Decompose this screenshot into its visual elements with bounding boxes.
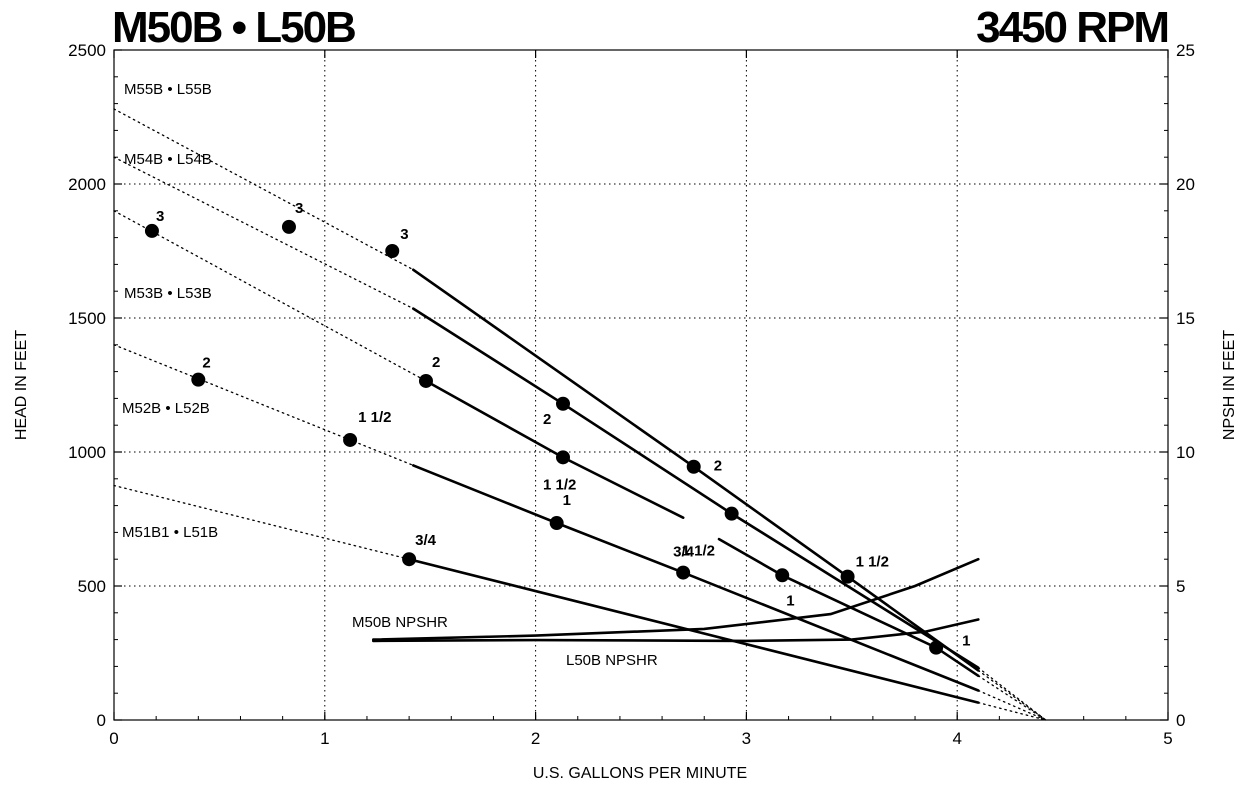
horsepower-label: 2 bbox=[543, 411, 551, 428]
horsepower-point bbox=[343, 432, 358, 447]
horsepower-point bbox=[556, 450, 571, 465]
horsepower-label: 1 1/2 bbox=[856, 554, 889, 571]
horsepower-label: 1 1/2 bbox=[543, 476, 576, 493]
curve-dotted-extension bbox=[113, 210, 427, 382]
horsepower-label: 1 bbox=[563, 492, 571, 509]
y-tick-label: 2000 bbox=[68, 175, 106, 194]
horsepower-point bbox=[418, 373, 433, 388]
horsepower-point bbox=[686, 459, 701, 474]
horsepower-point bbox=[402, 552, 417, 567]
curve-labels: M55B • L55B 3 2 1 1/2 M54B • L54B 3 2 1 1/2 M53B… bbox=[122, 81, 970, 669]
curve-name-label: M54B • L54B bbox=[124, 151, 212, 168]
curve-solid-line bbox=[407, 557, 980, 704]
horsepower-point bbox=[144, 223, 159, 238]
horsepower-label: 3/4 bbox=[673, 544, 695, 561]
curve-dotted-extension bbox=[113, 156, 414, 310]
curve-name-label: M51B1 • L51B bbox=[122, 524, 218, 541]
curve-dotted-tail bbox=[977, 701, 1047, 721]
curve-dotted-extension bbox=[113, 108, 414, 271]
horsepower-label: 2 bbox=[202, 355, 210, 372]
horsepower-point bbox=[191, 372, 206, 387]
curve-solid-line bbox=[411, 268, 980, 672]
horsepower-label: 3 bbox=[295, 200, 303, 217]
x-tick-label: 3 bbox=[742, 729, 751, 748]
npshr-curve bbox=[371, 557, 980, 641]
curve-dotted-extension bbox=[113, 484, 410, 560]
y2-tick-label: 25 bbox=[1176, 41, 1195, 60]
horsepower-label: 1 bbox=[786, 592, 794, 609]
x-tick-label: 4 bbox=[952, 729, 961, 748]
y-tick-label: 0 bbox=[97, 711, 106, 730]
horsepower-label: 3 bbox=[156, 208, 164, 225]
curve-name-label: M50B NPSHR bbox=[352, 614, 448, 631]
curve-dotted-extension bbox=[113, 344, 414, 467]
y-axis-label: HEAD IN FEET bbox=[13, 330, 30, 440]
curve-dotted-tail bbox=[977, 675, 1047, 721]
horsepower-label: 3/4 bbox=[415, 532, 437, 549]
horsepower-point bbox=[281, 219, 296, 234]
y-tick-label: 1500 bbox=[68, 309, 106, 328]
plot-frame bbox=[113, 49, 1169, 721]
curve-solid-line bbox=[411, 307, 980, 670]
y-tick-label: 500 bbox=[78, 577, 106, 596]
curve-dotted-tail bbox=[977, 667, 1047, 721]
curve-name-label: L50B NPSHR bbox=[566, 652, 658, 669]
x-axis-label: U.S. GALLONS PER MINUTE bbox=[533, 765, 747, 782]
curve-name-label: M53B • L53B bbox=[124, 285, 212, 302]
x-tick-label: 1 bbox=[320, 729, 329, 748]
x-tick-label: 2 bbox=[531, 729, 540, 748]
horsepower-point bbox=[775, 568, 790, 583]
horsepower-label: 1 1/2 bbox=[682, 543, 715, 560]
y2-tick-label: 15 bbox=[1176, 309, 1195, 328]
horsepower-point bbox=[549, 516, 564, 531]
curve-name-label: M55B • L55B bbox=[124, 81, 212, 98]
y-tick-label: 1000 bbox=[68, 443, 106, 462]
horsepower-point bbox=[556, 396, 571, 411]
horsepower-point bbox=[840, 569, 855, 584]
curve-solid-line bbox=[424, 379, 685, 520]
npshr-curve bbox=[371, 618, 980, 643]
horsepower-point bbox=[385, 244, 400, 258]
horsepower-label: 1 bbox=[962, 633, 970, 650]
horsepower-label: 3 bbox=[400, 226, 408, 243]
curve-solid-line bbox=[717, 537, 980, 678]
x-tick-label: 0 bbox=[109, 729, 118, 748]
chart-title-right: 3450 RPM bbox=[976, 3, 1168, 52]
curve-name-label: M52B • L52B bbox=[122, 400, 210, 417]
horsepower-label: 1 1/2 bbox=[358, 409, 391, 426]
horsepower-point bbox=[929, 640, 944, 655]
x-tick-label: 5 bbox=[1163, 729, 1172, 748]
y2-tick-label: 0 bbox=[1176, 711, 1185, 730]
y-tick-label: 2500 bbox=[68, 41, 106, 60]
curve-solid-line bbox=[411, 464, 980, 692]
y2-tick-label: 20 bbox=[1176, 175, 1195, 194]
chart-title-left: M50B • L50B bbox=[112, 3, 355, 52]
horsepower-label: 2 bbox=[432, 354, 440, 371]
grid-lines bbox=[113, 49, 1169, 721]
curve-dotted-tail bbox=[977, 689, 1047, 721]
horsepower-label: 2 bbox=[714, 458, 722, 475]
y2-tick-label: 5 bbox=[1176, 577, 1185, 596]
y2-axis-label: NPSH IN FEET bbox=[1221, 330, 1238, 440]
pump-curves bbox=[113, 108, 1047, 721]
horsepower-point bbox=[724, 506, 739, 521]
y2-tick-label: 10 bbox=[1176, 443, 1195, 462]
horsepower-point bbox=[676, 565, 691, 580]
